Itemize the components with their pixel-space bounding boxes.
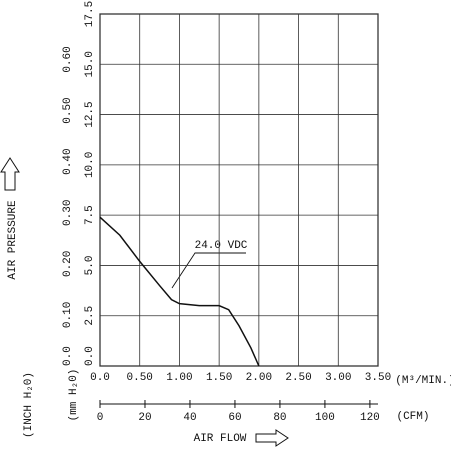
y2-tick-label: 0.50	[62, 97, 74, 123]
y2-unit: (INCH H₂0)	[23, 372, 35, 438]
x-tick-label: 3.00	[325, 372, 351, 384]
y-tick-label: 2.5	[84, 306, 96, 326]
y2-tick-label: 0.20	[62, 251, 74, 277]
y2-tick-label: 0.0	[62, 346, 74, 366]
y-unit: (mm H₂0)	[68, 369, 80, 422]
x-tick-label: 2.50	[285, 372, 311, 384]
x-tick-label: 2.00	[246, 372, 272, 384]
y-tick-label: 12.5	[84, 101, 96, 127]
y-tick-label: 7.5	[84, 205, 96, 225]
x2-tick-label: 40	[183, 412, 196, 424]
x2-tick-label: 60	[228, 412, 241, 424]
up-arrow	[0, 157, 20, 191]
x2-tick-label: 100	[315, 412, 335, 424]
y-tick-label: 0.0	[84, 346, 96, 366]
y-tick-label: 15.0	[84, 51, 96, 77]
y2-tick-label: 0.40	[62, 148, 74, 174]
x-tick-label: 3.50	[365, 372, 391, 384]
annotation-leader	[171, 252, 246, 289]
annotation: 24.0 VDC	[195, 240, 248, 252]
y-tick-label: 17.5	[84, 1, 96, 27]
x-label: AIR FLOW	[194, 433, 247, 445]
y2-tick-label: 0.10	[62, 302, 74, 328]
x2-tick-label: 20	[138, 412, 151, 424]
plot-frame	[99, 13, 379, 367]
right-arrow	[255, 429, 289, 447]
y2-tick-label: 0.60	[62, 46, 74, 72]
x-tick-label: 1.00	[166, 372, 192, 384]
x2-unit: (CFM)	[396, 411, 429, 423]
x2-tick-label: 0	[97, 412, 104, 424]
y2-tick-label: 0.30	[62, 200, 74, 226]
x-tick-label: 0.0	[90, 372, 110, 384]
x-tick-label: 1.50	[206, 372, 232, 384]
y-tick-label: 5.0	[84, 256, 96, 276]
x2-tick-label: 120	[360, 412, 380, 424]
x-unit: (M³/MIN.)	[395, 375, 451, 387]
y-label: AIR PRESSURE	[7, 200, 19, 280]
y-tick-label: 10.0	[84, 152, 96, 178]
x2-tick-label: 80	[273, 412, 286, 424]
curve	[99, 216, 260, 367]
x-tick-label: 0.50	[127, 372, 153, 384]
